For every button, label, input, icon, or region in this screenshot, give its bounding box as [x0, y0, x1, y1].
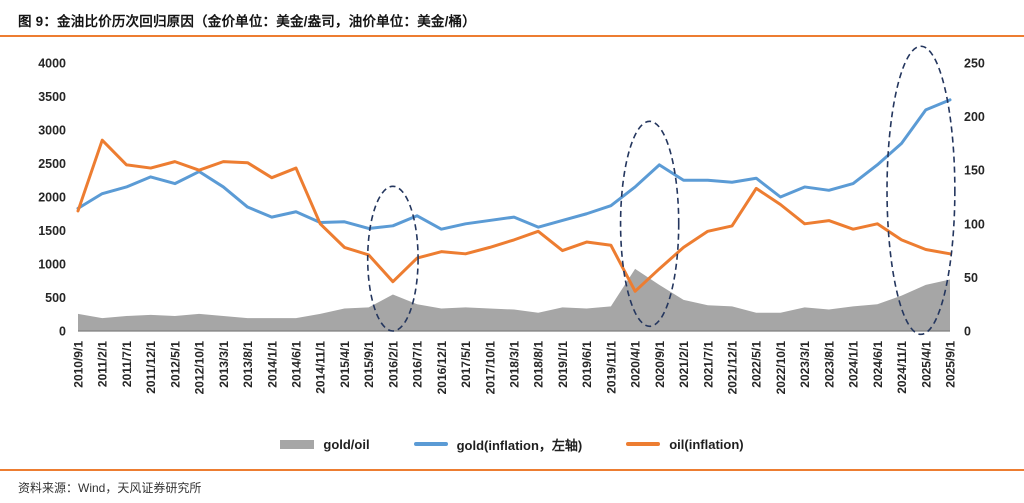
x-axis-tick-label: 2016/2/1 [386, 341, 400, 388]
x-axis-tick-label: 2024/1/1 [847, 341, 861, 388]
x-axis-tick-label: 2019/1/1 [556, 341, 570, 388]
y-axis-left-tick-label: 500 [45, 291, 66, 305]
legend-label-gold-oil: gold/oil [323, 436, 370, 452]
y-axis-left-tick-label: 4000 [38, 57, 66, 71]
x-axis-tick-label: 2021/7/1 [701, 341, 715, 388]
y-axis-right-tick-label: 200 [964, 110, 985, 124]
highlight-ellipse [619, 120, 680, 328]
legend-item-gold-oil: gold/oil [280, 436, 370, 452]
y-axis-right-tick-label: 50 [964, 271, 978, 285]
x-axis-tick-label: 2012/10/1 [193, 341, 207, 395]
x-axis-tick-label: 2015/4/1 [338, 341, 352, 388]
x-axis-tick-label: 2013/3/1 [217, 341, 231, 388]
legend-item-oil-inflation: oil(inflation) [626, 436, 744, 452]
y-axis-left-tick-label: 3500 [38, 90, 66, 104]
y-axis-left-tick-label: 2000 [38, 191, 66, 205]
y-axis-left-tick-label: 3000 [38, 124, 66, 138]
oil-inflation-line [76, 138, 952, 293]
gold-oil-chart: 0 500 1000 1500 2000 2500 3000 3500 4000 0 50 100 15… [38, 45, 985, 395]
x-axis-tick-label: 2014/1/1 [265, 341, 279, 388]
highlight-ellipse [366, 185, 419, 332]
x-axis-tick-label: 2013/8/1 [241, 341, 255, 388]
x-axis-tick-label: 2025/9/1 [944, 341, 958, 388]
chart-legend: gold/oil gold(inflation，左轴) oil(inflatio… [0, 431, 1024, 457]
bottom-divider [0, 469, 1024, 471]
y-axis-right-tick-label: 100 [964, 217, 985, 231]
y-axis-left-tick-label: 0 [59, 325, 66, 339]
y-axis-right-tick-label: 150 [964, 164, 985, 178]
x-axis-tick-label: 2018/8/1 [532, 341, 546, 388]
x-axis-tick-label: 2020/9/1 [653, 341, 667, 388]
x-axis-tick-label: 2023/3/1 [798, 341, 812, 388]
gold-inflation-line [76, 98, 952, 231]
oil-line-swatch [626, 442, 661, 446]
y-axis-left-tick-label: 1500 [38, 224, 66, 238]
x-axis-tick-label: 2022/10/1 [774, 341, 788, 395]
x-axis-tick-label: 2011/2/1 [96, 341, 110, 387]
gold-oil-ratio-area [78, 268, 950, 331]
x-axis-tick-label: 2010/9/1 [72, 341, 86, 388]
highlight-ellipse [886, 45, 956, 336]
y-axis-right-tick-label: 250 [964, 57, 985, 71]
x-axis-tick-label: 2017/5/1 [459, 341, 473, 388]
x-axis-tick-label: 2011/7/1 [120, 341, 134, 387]
x-axis-tick-label: 2015/9/1 [362, 341, 376, 388]
x-axis-tick-label: 2021/2/1 [677, 341, 691, 388]
gold-oil-area-swatch [280, 439, 315, 449]
x-axis-tick-label: 2011/12/1 [144, 341, 158, 394]
gold-line-swatch [413, 442, 448, 446]
x-axis-tick-label: 2024/11/1 [895, 341, 909, 394]
legend-label-gold-inflation: gold(inflation，左轴) [456, 437, 583, 453]
x-axis-tick-label: 2025/4/1 [919, 341, 933, 388]
legend-label-oil-inflation: oil(inflation) [669, 436, 744, 452]
x-axis-tick-label: 2014/6/1 [290, 341, 304, 388]
x-axis-tick-label: 2019/11/1 [604, 341, 618, 394]
legend-item-gold-inflation: gold(inflation，左轴) [413, 435, 583, 454]
x-axis-tick-label: 2018/3/1 [508, 341, 522, 388]
x-axis-tick-label: 2022/5/1 [750, 341, 764, 388]
x-axis-tick-label: 2023/8/1 [822, 341, 836, 388]
x-axis-tick-label: 2017/10/1 [483, 341, 497, 395]
y-axis-left-tick-label: 2500 [38, 157, 66, 171]
x-axis-tick-label: 2021/12/1 [726, 341, 740, 395]
y-axis-left-tick-label: 1000 [38, 258, 66, 272]
x-axis-tick-label: 2020/4/1 [629, 341, 643, 388]
x-axis-tick-label: 2014/11/1 [314, 341, 328, 394]
x-axis-tick-label: 2012/5/1 [168, 341, 182, 388]
x-axis-tick-label: 2016/12/1 [435, 341, 449, 395]
x-axis-tick-label: 2019/6/1 [580, 341, 594, 388]
x-axis-tick-label: 2024/6/1 [871, 341, 885, 388]
x-axis-tick-label: 2016/7/1 [411, 341, 425, 388]
top-divider [0, 35, 1024, 37]
source-note: 资料来源：Wind，天风证券研究所 [18, 481, 202, 495]
y-axis-right-tick-label: 0 [964, 325, 971, 339]
figure-title: 图 9：金油比价历次回归原因（金价单位：美金/盎司，油价单位：美金/桶） [18, 14, 476, 29]
